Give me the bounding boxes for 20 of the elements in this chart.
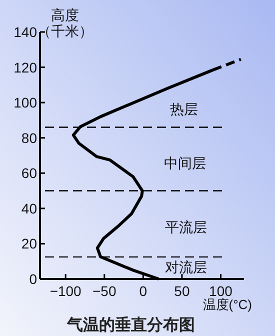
y-tick-label: 120 (14, 59, 38, 76)
y-tick-label: 40 (21, 200, 38, 216)
y-axis-title: 高度（千米） (37, 7, 93, 39)
x-tick-label: −100 (50, 283, 82, 299)
text: 气温的垂直分布图 (66, 316, 195, 334)
x-tick-label: 0 (139, 283, 148, 299)
x-tick-label: 50 (174, 283, 190, 299)
annotation: 对流层 (165, 259, 207, 275)
x-tick-label: 100 (209, 283, 233, 299)
y-tick-label: 20 (21, 236, 38, 252)
x-tick-label: −50 (92, 283, 116, 299)
y-tick-label: 140 (14, 24, 38, 40)
y-tick-label: 100 (14, 94, 38, 111)
y-tick-label: 60 (21, 165, 38, 182)
annotation: 平流层 (165, 219, 207, 235)
y-tick-label: 0 (29, 271, 38, 287)
x-axis-title: 温度(°C) (202, 297, 252, 312)
y-tick-label: 80 (21, 130, 38, 146)
annotation: 热层 (170, 101, 198, 117)
annotation: 中间层 (164, 155, 206, 171)
